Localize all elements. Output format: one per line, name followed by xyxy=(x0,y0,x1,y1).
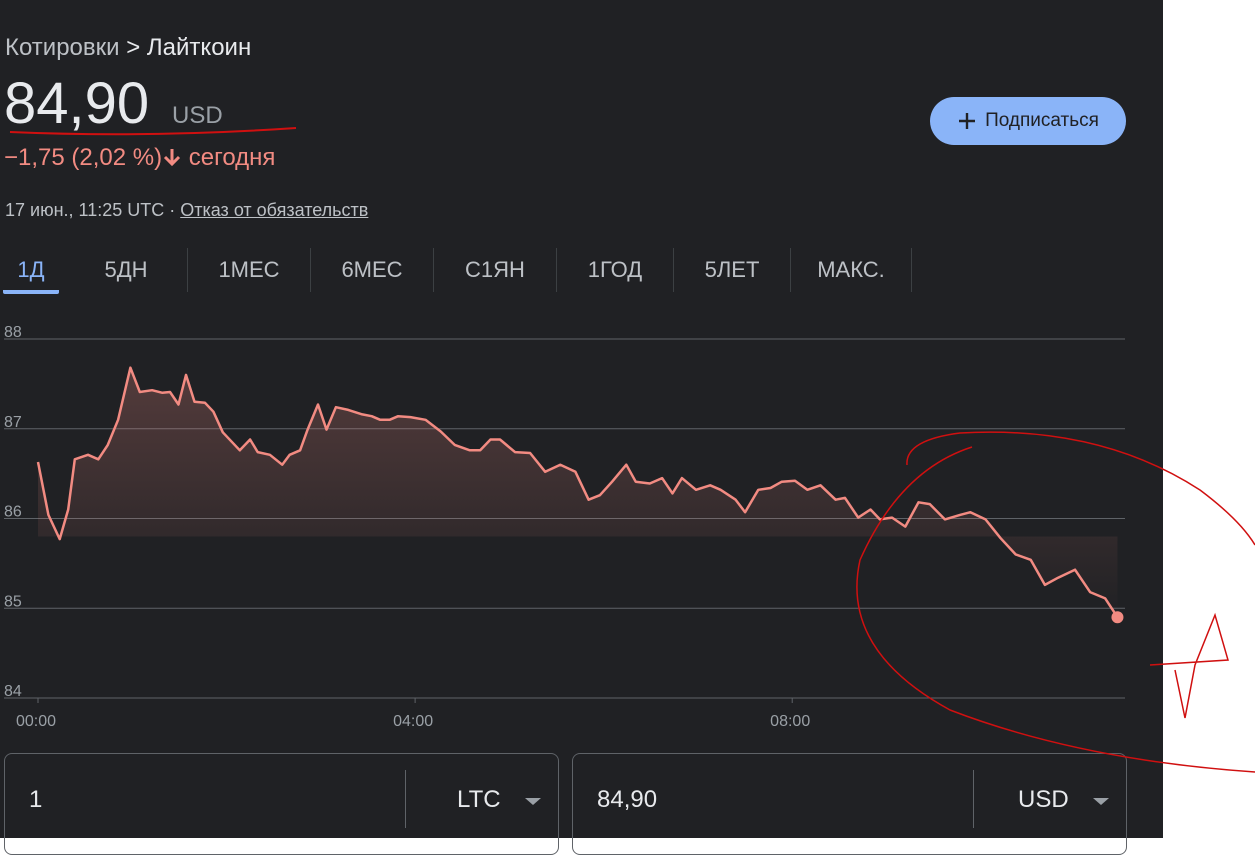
breadcrumb: Котировки > Лайткоин xyxy=(5,34,251,62)
plus-icon xyxy=(959,113,976,129)
from-amount[interactable]: 1 xyxy=(29,786,43,813)
range-tab[interactable]: 1МЕС xyxy=(188,248,311,292)
subscribe-label: Подписаться xyxy=(985,110,1099,131)
change-value: −1,75 (2,02 %) xyxy=(4,144,163,171)
dropdown-arrow xyxy=(1093,798,1109,805)
range-tabs: 1Д 5ДН 1МЕС 6МЕС С1ЯН 1ГОД 5ЛЕТ МАКС. xyxy=(0,248,912,294)
y-tick-label: 87 xyxy=(4,414,22,431)
finance-panel: Котировки > Лайткоин 84,90 USD −1,75 (2,… xyxy=(0,0,1163,855)
range-tab[interactable]: 6МЕС xyxy=(311,248,434,292)
x-tick-label: 00:00 xyxy=(16,713,56,730)
line-area xyxy=(38,367,1118,618)
range-tab[interactable]: С1ЯН xyxy=(434,248,557,292)
y-tick-label: 84 xyxy=(4,683,22,700)
converter-to[interactable]: 84,90 USD xyxy=(572,753,1127,855)
range-tab[interactable]: МАКС. xyxy=(791,248,912,292)
range-tab[interactable]: 5ДН xyxy=(65,248,188,292)
last-point xyxy=(1111,611,1124,624)
change-period: сегодня xyxy=(188,144,276,171)
from-currency[interactable]: LTC xyxy=(457,786,501,813)
separator xyxy=(405,770,406,828)
separator xyxy=(973,770,974,828)
timestamp: 17 июн., 11:25 UTC · Отказ от обязательс… xyxy=(5,200,368,221)
range-tab[interactable]: 1Д xyxy=(3,248,59,294)
price-currency: USD xyxy=(172,102,223,129)
breadcrumb-link[interactable]: Котировки xyxy=(5,34,120,61)
x-tick-label: 04:00 xyxy=(393,713,433,730)
disclaimer-link[interactable]: Отказ от обязательств xyxy=(180,200,369,220)
range-tab[interactable]: 1ГОД xyxy=(557,248,674,292)
x-tick-label: 08:00 xyxy=(770,713,810,730)
subscribe-button[interactable]: Подписаться xyxy=(930,97,1126,145)
breadcrumb-current: Лайткоин xyxy=(146,34,252,61)
range-tab[interactable]: 5ЛЕТ xyxy=(674,248,791,292)
dropdown-arrow xyxy=(525,798,541,805)
y-tick-label: 88 xyxy=(4,324,22,341)
y-tick-label: 86 xyxy=(4,504,22,521)
timestamp-text: 17 июн., 11:25 UTC · xyxy=(5,200,176,220)
to-currency[interactable]: USD xyxy=(1018,786,1069,813)
to-amount[interactable]: 84,90 xyxy=(597,786,658,813)
converter-from[interactable]: 1 LTC xyxy=(4,753,559,855)
chart: 84 85 86 87 88 00:00 04:00 08:00 xyxy=(4,324,1125,730)
breadcrumb-separator: > xyxy=(126,34,141,61)
price: 84,90 xyxy=(4,71,150,136)
down-arrow xyxy=(164,149,181,167)
y-tick-label: 85 xyxy=(4,593,22,610)
price-change: −1,75 (2,02 %) сегодня xyxy=(4,144,275,172)
